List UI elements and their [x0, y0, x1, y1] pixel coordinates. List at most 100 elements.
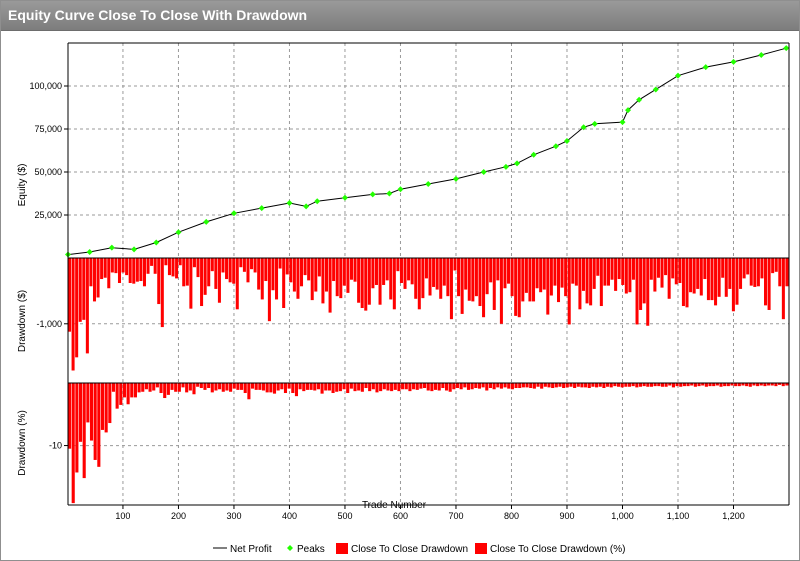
drawdown-bar: [292, 258, 296, 292]
drawdown-bar: [250, 258, 254, 270]
window-title: Equity Curve Close To Close With Drawdow…: [8, 7, 308, 23]
peak-marker: [203, 218, 210, 225]
drawdown-bar: [756, 258, 760, 287]
drawdown-bar: [313, 383, 317, 391]
drawdown-bar: [367, 258, 371, 305]
drawdown-bar: [242, 258, 246, 272]
drawdown-bar: [439, 258, 443, 299]
drawdown-bar: [331, 383, 335, 394]
y-tick-label: -10: [49, 441, 62, 451]
drawdown-bar: [613, 383, 617, 387]
drawdown-bar: [728, 258, 732, 289]
drawdown-bar: [412, 383, 416, 390]
drawdown-bar: [535, 258, 539, 289]
y-tick-label: -1,000: [36, 319, 62, 329]
drawdown-bar: [726, 383, 730, 387]
drawdown-bar: [689, 258, 693, 293]
drawdown-bar: [167, 258, 171, 276]
drawdown-bar: [135, 258, 139, 282]
drawdown-bar: [603, 258, 607, 286]
drawdown-bar: [271, 258, 275, 291]
drawdown-bar: [108, 383, 112, 424]
drawdown-bar: [203, 258, 207, 295]
drawdown-bar: [664, 258, 668, 276]
drawdown-bar: [499, 258, 503, 324]
drawdown-bar: [571, 258, 575, 284]
drawdown-bar: [453, 258, 457, 271]
drawdown-bar: [357, 258, 361, 303]
peak-marker: [452, 175, 459, 182]
legend-item-close-to-close-drawdown-percent: Close To Close Drawdown (%): [475, 543, 625, 555]
drawdown-bar: [631, 258, 635, 280]
drawdown-bar: [303, 258, 307, 276]
axes: 100 200 300 400 500 600 700 800 900 1,000 1,100 1,2…: [29, 42, 790, 521]
x-tick-label: 1,200: [722, 511, 745, 521]
drawdown-bar: [627, 383, 632, 387]
x-tick-label: 800: [504, 511, 519, 521]
drawdown-bar: [503, 383, 507, 388]
drawdown-bar: [488, 383, 492, 389]
drawdown-bar: [148, 383, 152, 392]
peak-marker: [86, 248, 93, 255]
drawdown-bar: [682, 383, 686, 387]
drawdown-bar: [455, 383, 460, 389]
drawdown-bar: [514, 383, 518, 389]
drawdown-bar: [553, 258, 557, 286]
drawdown-bar: [678, 258, 682, 283]
drawdown-bar: [342, 258, 346, 286]
peak-marker: [636, 96, 643, 103]
drawdown-bar: [437, 383, 441, 391]
drawdown-bar: [441, 383, 445, 389]
drawdown-bar: [414, 258, 418, 299]
drawdown-bar: [75, 383, 79, 473]
drawdown-bar: [283, 383, 288, 394]
drawdown-bar: [463, 383, 467, 388]
drawdown-bar: [157, 258, 161, 305]
peak-marker: [702, 64, 709, 71]
drawdown-bar: [474, 383, 478, 389]
drawdown-bar: [253, 258, 257, 273]
legend-label-drawdown: Close To Close Drawdown: [351, 544, 468, 555]
drawdown-bar: [314, 258, 318, 292]
drawdown-bar: [353, 258, 357, 282]
drawdown-bar: [399, 258, 403, 283]
drawdown-bar: [199, 383, 203, 389]
peak-marker: [230, 210, 237, 217]
drawdown-bar: [642, 258, 646, 304]
peak-marker: [303, 203, 310, 210]
drawdown-bar: [75, 258, 79, 358]
drawdown-bar: [269, 383, 273, 393]
drawdown-bar: [639, 258, 643, 310]
drawdown-bar: [565, 383, 569, 388]
drawdown-bar: [342, 383, 346, 390]
drawdown-bar: [542, 258, 546, 290]
drawdown-bar: [275, 258, 279, 300]
drawdown-bar: [668, 383, 672, 386]
drawdown-bar: [715, 383, 719, 386]
drawdown-bar: [770, 383, 774, 386]
peak-marker: [652, 86, 659, 93]
drawdown-bar: [196, 383, 200, 387]
drawdown-bar: [699, 258, 703, 296]
drawdown-bar: [71, 258, 75, 371]
drawdown-bar: [704, 383, 708, 387]
drawdown-bar: [171, 258, 175, 277]
drawdown-bar: [258, 383, 262, 390]
drawdown-bar: [346, 258, 350, 293]
drawdown-bar: [232, 258, 236, 284]
drawdown-bar: [128, 258, 132, 283]
drawdown-bar: [649, 258, 653, 280]
drawdown-bar: [189, 258, 193, 309]
drawdown-bar: [407, 258, 411, 281]
drawdown-bar: [364, 258, 368, 311]
drawdown-bar: [675, 383, 679, 387]
equity-panel: [65, 45, 790, 258]
drawdown-bar: [679, 383, 683, 387]
drawdown-bar: [392, 258, 396, 310]
drawdown-bar: [177, 383, 181, 392]
drawdown-bar: [753, 258, 757, 287]
drawdown-bar: [159, 383, 163, 394]
drawdown-bar: [426, 383, 430, 391]
drawdown-bar: [539, 258, 543, 293]
drawdown-bar: [521, 258, 525, 302]
